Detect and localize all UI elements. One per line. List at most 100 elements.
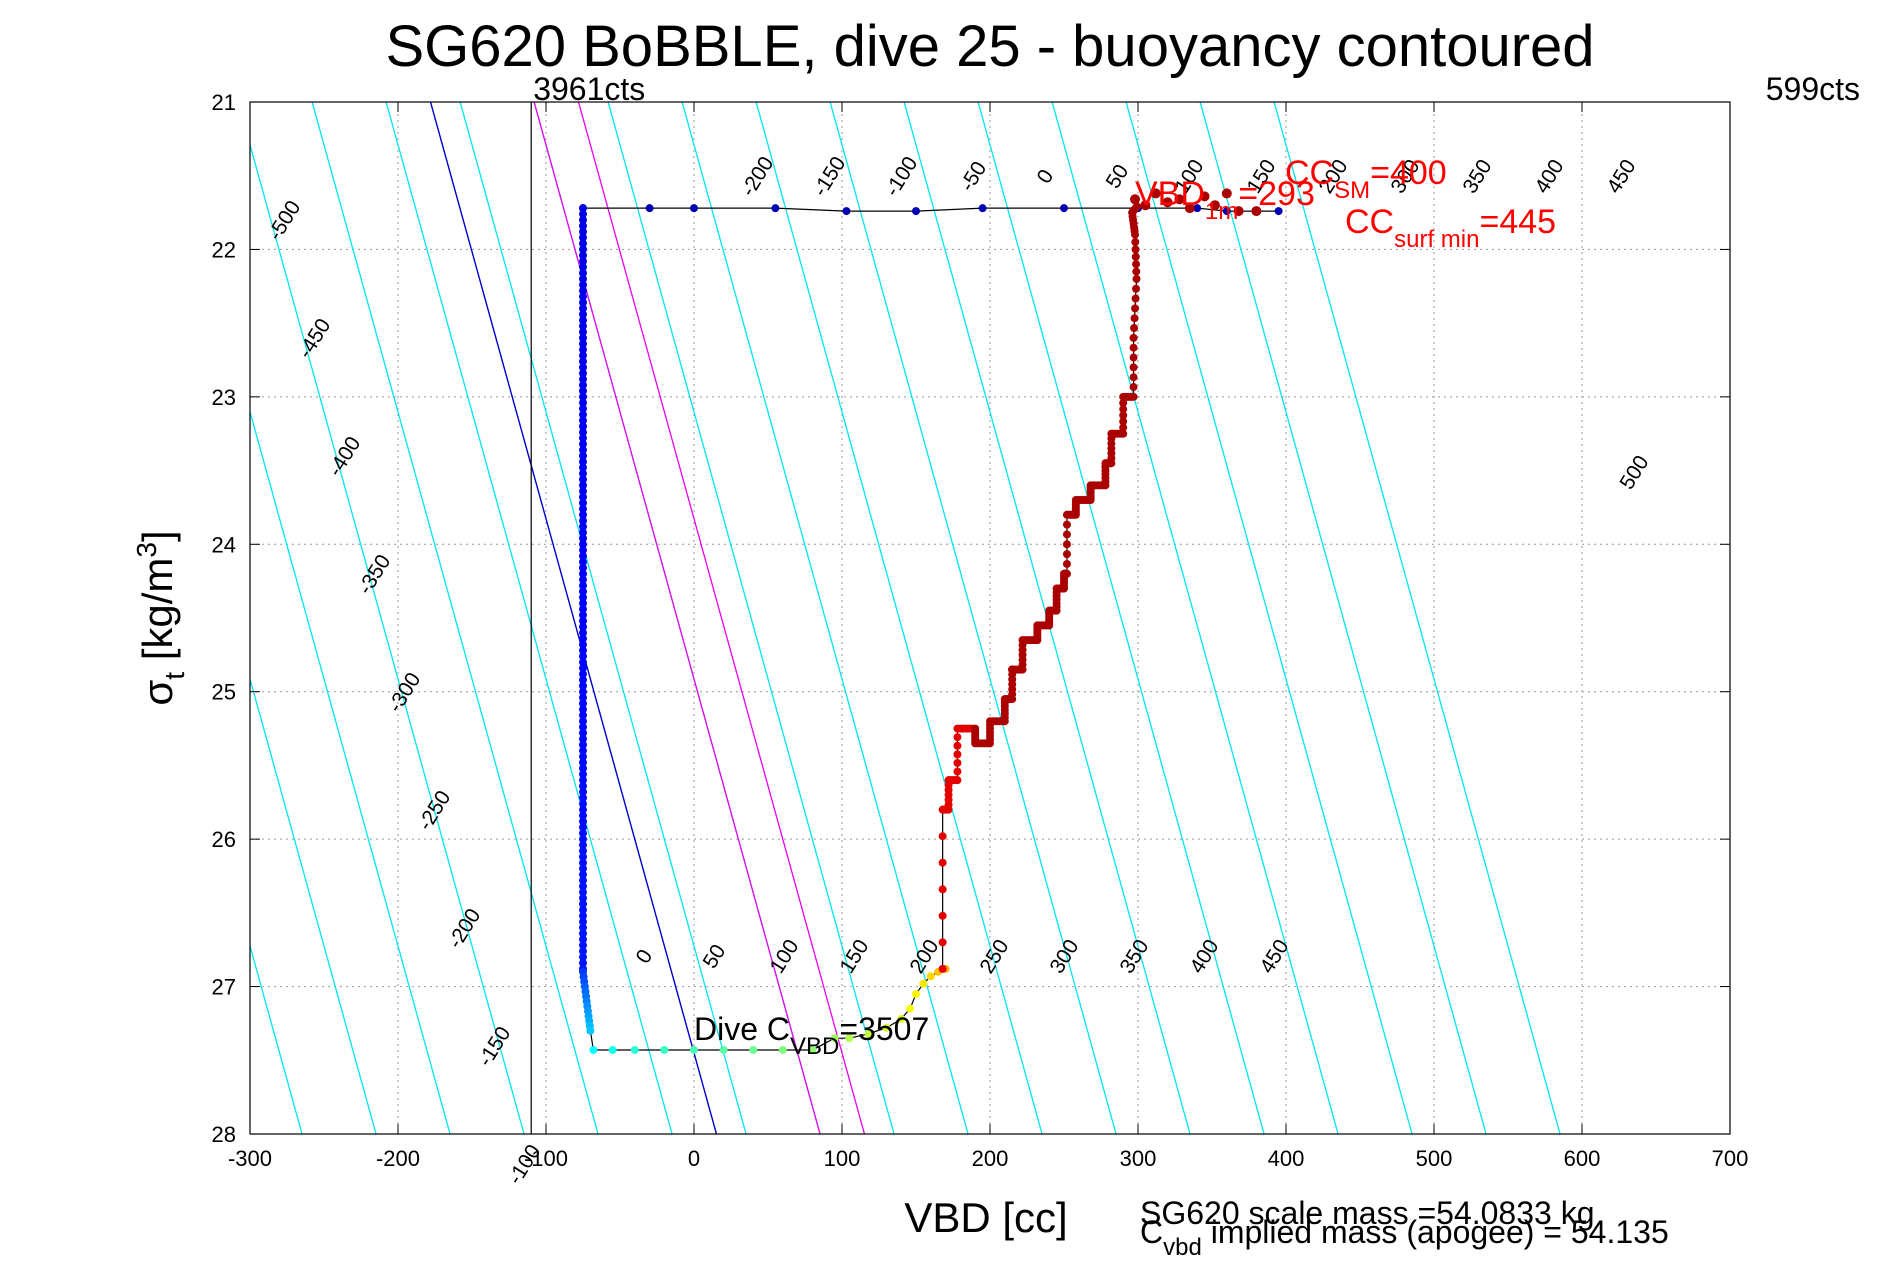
data-point: [579, 622, 587, 631]
data-point: [579, 499, 587, 508]
dive-c-annotation: Dive CVBD=3507: [694, 1011, 929, 1060]
cc-sm-annotation: CCSM=400: [1285, 154, 1447, 204]
data-point: [579, 345, 587, 354]
data-point: [579, 605, 587, 614]
contour-line: [250, 142, 525, 1134]
x-tick-label: -300: [228, 1146, 272, 1171]
data-point: [579, 369, 587, 378]
data-point: [1062, 540, 1071, 549]
contour-line: [607, 102, 895, 1134]
data-point: [579, 493, 587, 502]
contour-line: [977, 102, 1265, 1134]
data-point: [1129, 343, 1138, 352]
contour-label: 300: [1045, 936, 1083, 978]
data-point: [938, 938, 947, 947]
x-tick-label: -200: [376, 1146, 420, 1171]
data-point: [579, 634, 587, 643]
neutral-buoyancy-line: [429, 102, 718, 1134]
y-label-sub: t: [159, 672, 190, 680]
contour-line: [311, 102, 599, 1134]
contour-line: [1273, 102, 1561, 1134]
data-point: [579, 316, 587, 325]
contour-label: 450: [1602, 156, 1640, 198]
contour-lines: [250, 102, 1561, 1134]
count-lines: 3961cts 599cts: [530, 71, 1860, 1134]
data-point: [579, 905, 587, 914]
data-point: [579, 923, 587, 932]
data-point: [579, 428, 587, 437]
data-point: [1184, 203, 1195, 214]
data-point: [919, 979, 928, 988]
contour-label: -500: [264, 197, 306, 245]
data-point: [953, 750, 962, 759]
grid: [249, 101, 1731, 1135]
data-point: [1209, 200, 1220, 211]
y-label-end: ]: [134, 530, 181, 542]
contour-line: [385, 102, 673, 1134]
x-tick-label: 200: [972, 1146, 1009, 1171]
data-point: [579, 693, 587, 702]
data-point: [1130, 324, 1139, 333]
data-point: [1133, 202, 1142, 211]
data-point: [579, 841, 587, 850]
data-point: [1132, 274, 1141, 283]
data-point: [579, 333, 587, 342]
data-point: [579, 445, 587, 454]
contour-label: 400: [1530, 156, 1568, 198]
data-point: [579, 628, 587, 637]
data-point: [1130, 314, 1139, 323]
data-point: [579, 935, 587, 944]
contour-label: -300: [384, 669, 426, 717]
data-point: [1274, 207, 1283, 216]
x-tick-label: 0: [688, 1146, 700, 1171]
data-point: [579, 546, 587, 555]
data-point: [579, 599, 587, 608]
data-point: [579, 552, 587, 561]
data-point: [579, 670, 587, 679]
contour-label: -350: [354, 551, 396, 599]
data-point: [1129, 383, 1138, 392]
x-axis-label: VBD [cc]: [904, 1194, 1067, 1241]
magenta-reference-line: [577, 102, 866, 1134]
data-point: [1193, 204, 1202, 213]
data-point: [579, 298, 587, 307]
data-point: [1062, 530, 1071, 539]
data-point: [579, 563, 587, 572]
data-point: [579, 593, 587, 602]
contour-line: [250, 676, 377, 1134]
data-point: [845, 1034, 854, 1043]
data-point: [1251, 206, 1262, 217]
data-point: [579, 699, 587, 708]
data-point: [749, 1045, 758, 1054]
data-point: [1062, 569, 1071, 578]
x-tick-label: -100: [524, 1146, 568, 1171]
contour-line: [459, 102, 747, 1134]
data-point: [1131, 245, 1140, 254]
data-point: [864, 1029, 873, 1038]
data-point: [579, 717, 587, 726]
data-point: [1119, 399, 1128, 407]
data-point: [1131, 294, 1140, 303]
data-point: [579, 510, 587, 519]
data-point: [1222, 207, 1231, 216]
data-point: [579, 516, 587, 525]
data-point: [579, 381, 587, 390]
data-point: [579, 864, 587, 873]
data-point: [579, 286, 587, 295]
data-point: [579, 398, 587, 407]
data-point: [579, 451, 587, 460]
data-point: [579, 835, 587, 844]
data-point: [579, 422, 587, 431]
data-point: [579, 392, 587, 401]
data-point: [589, 1045, 598, 1054]
data-point: [579, 280, 587, 289]
data-point: [579, 257, 587, 266]
data-point: [579, 846, 587, 855]
data-point: [830, 1034, 839, 1043]
data-point: [579, 947, 587, 956]
data-point: [579, 239, 587, 248]
data-point: [1119, 429, 1128, 438]
data-point: [579, 799, 587, 808]
data-point: [579, 888, 587, 897]
